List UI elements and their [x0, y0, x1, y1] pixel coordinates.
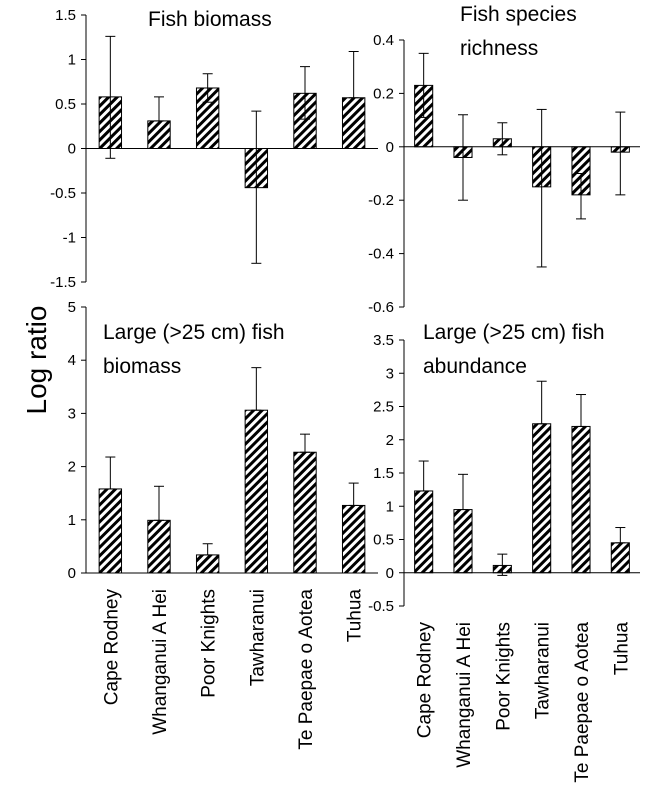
y-tick-label: 0 — [68, 565, 76, 582]
y-tick-label: 3.5 — [373, 332, 394, 349]
y-tick-label: 0 — [68, 141, 76, 158]
y-tick-label: 0.4 — [373, 32, 394, 49]
bar — [341, 97, 366, 149]
panel-title: Fish species — [460, 3, 577, 26]
bar — [244, 409, 269, 574]
panel-title: Fish biomass — [148, 8, 272, 31]
panels: -1.5-1-0.500.511.5 Fish biomass-0.6-0.4-0… — [50, 3, 640, 783]
y-tick-label: 2 — [386, 432, 394, 449]
category-label: Te Paepae o Aotea — [296, 589, 317, 750]
y-tick-label: 5 — [68, 299, 76, 316]
y-tick-label: 0.5 — [55, 96, 76, 113]
category-label: Cape Rodney — [101, 589, 122, 706]
category-label: Whanganui A Hei — [454, 622, 475, 768]
panel-title: Large (>25 cm) fish — [423, 321, 605, 344]
y-tick-label: 3 — [386, 365, 394, 382]
y-tick-label: 2.5 — [373, 399, 394, 416]
y-tick-label: 4 — [68, 352, 76, 369]
y-tick-label: -0.6 — [368, 299, 394, 316]
category-label: Tuhua — [611, 622, 632, 676]
y-tick-label: 1.5 — [55, 7, 76, 24]
y-tick-label: 2 — [68, 459, 76, 476]
panel-4: -0.5 0 0.5 1 1.5 2 2.5 3 3.5 Large (>25 cm) fish a… — [368, 321, 640, 783]
y-tick-label: 1.5 — [373, 465, 394, 482]
bar — [195, 554, 220, 574]
bar — [532, 423, 552, 574]
category-label: Cape Rodney — [415, 622, 436, 739]
y-tick-label: -0.5 — [50, 185, 76, 202]
bar — [98, 488, 123, 574]
y-axis-label: Log ratio — [21, 306, 52, 415]
panel-1: -1.5 -1 -0.5 0 0.5 1 1.5 Fish biomass — [50, 7, 378, 291]
panel-title: richness — [460, 37, 538, 60]
y-tick-label: -1.5 — [50, 274, 76, 291]
category-label: Te Paepae o Aotea — [572, 622, 593, 783]
category-label: Tuhua — [345, 589, 366, 643]
panel-title: abundance — [423, 355, 527, 378]
y-tick-label: -0.4 — [368, 246, 394, 263]
category-label: Poor Knights — [199, 589, 220, 698]
y-tick-label: 1 — [68, 512, 76, 529]
panel-3: 0 1 2 3 4 5 Large (>25 cm) fish biomass Cape Rod… — [68, 299, 378, 750]
bar — [147, 120, 171, 150]
y-tick-label: 3 — [68, 405, 76, 422]
y-tick-label: 1 — [68, 52, 76, 69]
y-tick-label: 0 — [386, 565, 394, 582]
y-tick-label: 0 — [386, 139, 394, 156]
category-label: Poor Knights — [493, 622, 514, 731]
y-tick-label: 0.2 — [373, 85, 394, 102]
bar — [571, 425, 591, 574]
panel-title: biomass — [103, 355, 181, 378]
y-tick-label: -0.5 — [368, 598, 394, 615]
y-tick-label: 1 — [386, 498, 394, 515]
bar — [341, 504, 366, 574]
panel-title: Large (>25 cm) fish — [103, 321, 285, 344]
category-label: Whanganui A Hei — [150, 589, 171, 735]
bar — [293, 451, 317, 574]
y-tick-label: -1 — [63, 230, 76, 247]
y-tick-label: 0.5 — [373, 532, 394, 549]
category-label: Tawharanui — [247, 589, 268, 686]
y-tick-label: -0.2 — [368, 192, 394, 209]
bar — [147, 519, 171, 574]
bar — [610, 542, 630, 574]
bar — [414, 490, 434, 574]
panel-2: -0.6 -0.4 -0.2 0 0.2 0.4 Fish species richness — [368, 3, 640, 316]
bar — [453, 509, 473, 574]
category-label: Tawharanui — [533, 622, 554, 719]
